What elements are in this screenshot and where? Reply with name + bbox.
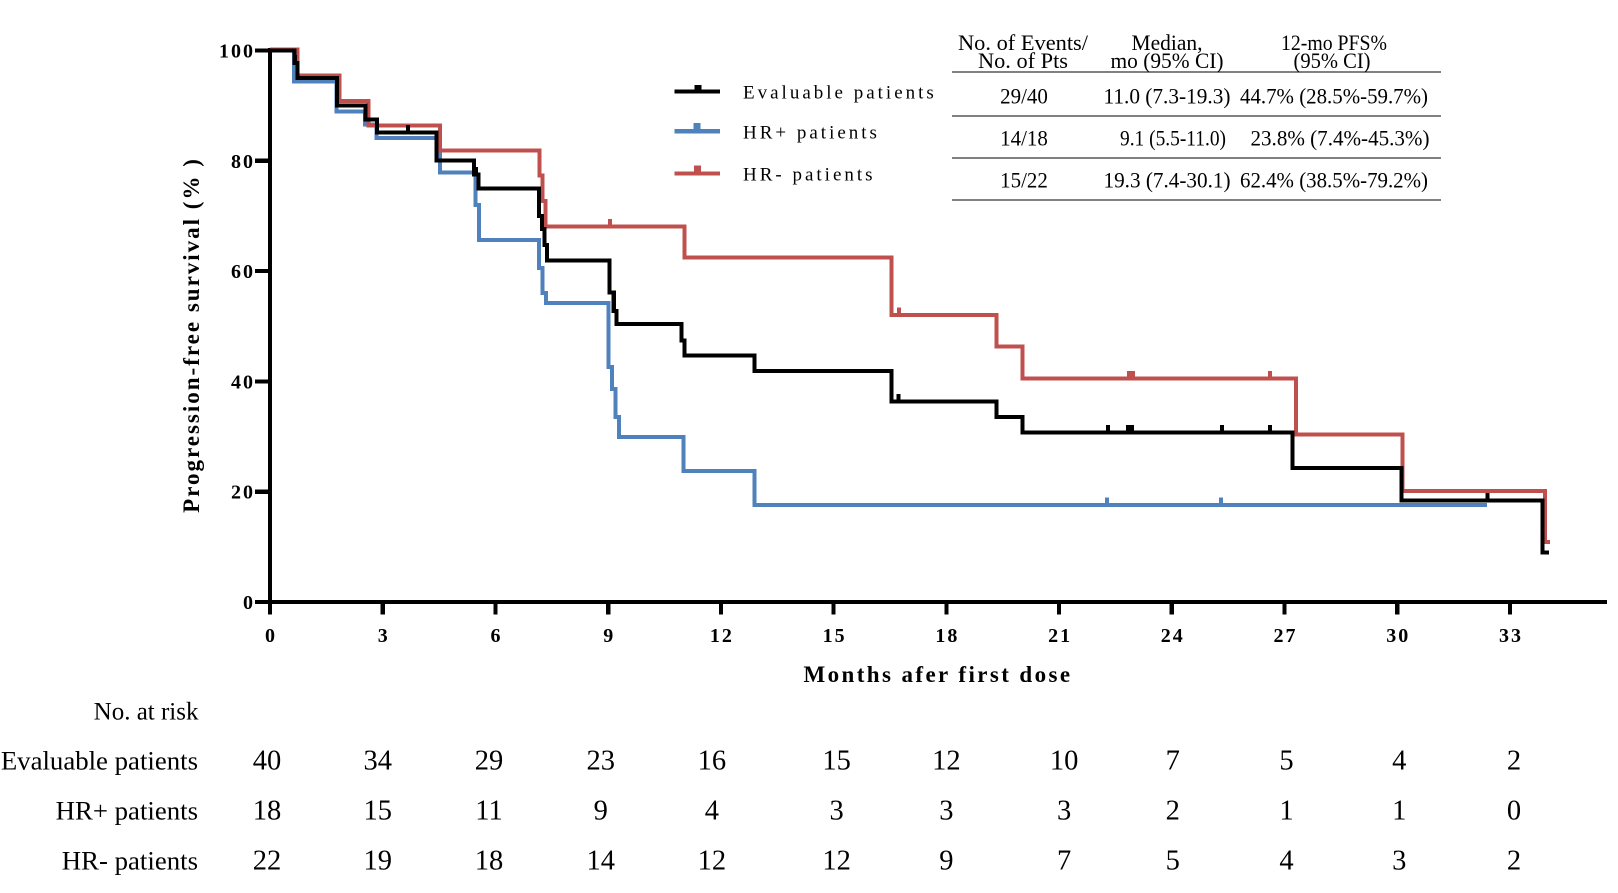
svg-text:27: 27: [1274, 625, 1298, 647]
svg-text:2: 2: [1507, 846, 1521, 877]
svg-text:5: 5: [1279, 746, 1293, 777]
svg-text:3: 3: [378, 625, 390, 647]
svg-text:12: 12: [932, 746, 961, 777]
svg-text:5: 5: [1166, 846, 1180, 877]
svg-text:22: 22: [253, 846, 282, 877]
svg-text:11.0 (7.3-19.3): 11.0 (7.3-19.3): [1104, 84, 1231, 109]
svg-text:9: 9: [594, 796, 608, 827]
svg-text:62.4% (38.5%-79.2%): 62.4% (38.5%-79.2%): [1240, 168, 1428, 193]
svg-text:33: 33: [1499, 625, 1523, 647]
svg-text:HR- patients: HR- patients: [62, 846, 198, 876]
svg-text:12: 12: [710, 625, 734, 647]
svg-text:15: 15: [823, 625, 847, 647]
svg-text:18: 18: [475, 846, 504, 877]
svg-text:30: 30: [1386, 625, 1410, 647]
svg-text:1: 1: [1279, 796, 1293, 827]
svg-text:Months afer first dose: Months afer first dose: [804, 662, 1073, 687]
svg-text:9: 9: [603, 625, 615, 647]
svg-text:9: 9: [939, 846, 953, 877]
svg-text:HR+ patients: HR+ patients: [56, 796, 198, 826]
svg-text:(95% CI): (95% CI): [1294, 48, 1371, 73]
svg-text:20: 20: [231, 482, 255, 504]
svg-text:4: 4: [1279, 846, 1293, 877]
svg-text:18: 18: [935, 625, 959, 647]
svg-text:23.8% (7.4%-45.3%): 23.8% (7.4%-45.3%): [1251, 126, 1430, 151]
svg-text:16: 16: [698, 746, 727, 777]
svg-text:3: 3: [829, 796, 843, 827]
svg-text:Median,: Median,: [1132, 30, 1203, 55]
svg-text:Evaluable patients: Evaluable patients: [1, 746, 198, 776]
svg-text:0: 0: [1507, 796, 1521, 827]
svg-text:mo (95% CI): mo (95% CI): [1111, 48, 1224, 73]
svg-text:2: 2: [1507, 746, 1521, 777]
svg-text:4: 4: [1392, 746, 1406, 777]
svg-text:19: 19: [363, 846, 392, 877]
svg-text:11: 11: [475, 796, 502, 827]
svg-text:19.3 (7.4-30.1): 19.3 (7.4-30.1): [1104, 168, 1231, 193]
svg-text:3: 3: [1392, 846, 1406, 877]
svg-text:2: 2: [1166, 796, 1180, 827]
svg-text:3: 3: [1057, 796, 1071, 827]
svg-text:18: 18: [253, 796, 282, 827]
svg-text:23: 23: [586, 746, 615, 777]
svg-text:21: 21: [1048, 625, 1072, 647]
svg-text:12: 12: [822, 846, 851, 877]
svg-text:3: 3: [939, 796, 953, 827]
svg-text:14: 14: [586, 846, 615, 877]
svg-text:44.7% (28.5%-59.7%): 44.7% (28.5%-59.7%): [1240, 84, 1428, 109]
svg-text:24: 24: [1161, 625, 1185, 647]
svg-text:100: 100: [219, 41, 255, 63]
svg-text:29/40: 29/40: [1000, 84, 1048, 109]
svg-text:0: 0: [243, 592, 255, 614]
svg-text:14/18: 14/18: [1000, 126, 1048, 151]
svg-text:Progression-free survival (% ): Progression-free survival (% ): [179, 157, 204, 513]
svg-text:HR+ patients: HR+ patients: [743, 122, 880, 143]
svg-text:15: 15: [822, 746, 851, 777]
svg-text:9.1 (5.5-11.0): 9.1 (5.5-11.0): [1120, 126, 1226, 151]
svg-text:60: 60: [231, 261, 255, 283]
svg-text:15/22: 15/22: [1000, 168, 1048, 193]
svg-text:34: 34: [363, 746, 392, 777]
svg-text:7: 7: [1166, 746, 1180, 777]
svg-text:No. of Pts: No. of Pts: [978, 48, 1068, 73]
svg-text:12-mo PFS%: 12-mo PFS%: [1281, 30, 1387, 55]
svg-text:10: 10: [1050, 746, 1079, 777]
svg-text:80: 80: [231, 151, 255, 173]
svg-text:40: 40: [253, 746, 282, 777]
svg-text:No. at risk: No. at risk: [94, 699, 199, 726]
svg-text:HR- patients: HR- patients: [743, 165, 876, 186]
svg-text:4: 4: [705, 796, 719, 827]
svg-text:1: 1: [1392, 796, 1406, 827]
svg-text:Evaluable patients: Evaluable patients: [743, 83, 937, 104]
svg-text:29: 29: [475, 746, 504, 777]
svg-text:15: 15: [363, 796, 392, 827]
svg-text:0: 0: [265, 625, 277, 647]
svg-text:No. of Events/: No. of Events/: [958, 30, 1089, 55]
svg-text:40: 40: [231, 371, 255, 393]
svg-text:12: 12: [698, 846, 727, 877]
svg-text:7: 7: [1057, 846, 1071, 877]
svg-text:6: 6: [491, 625, 503, 647]
